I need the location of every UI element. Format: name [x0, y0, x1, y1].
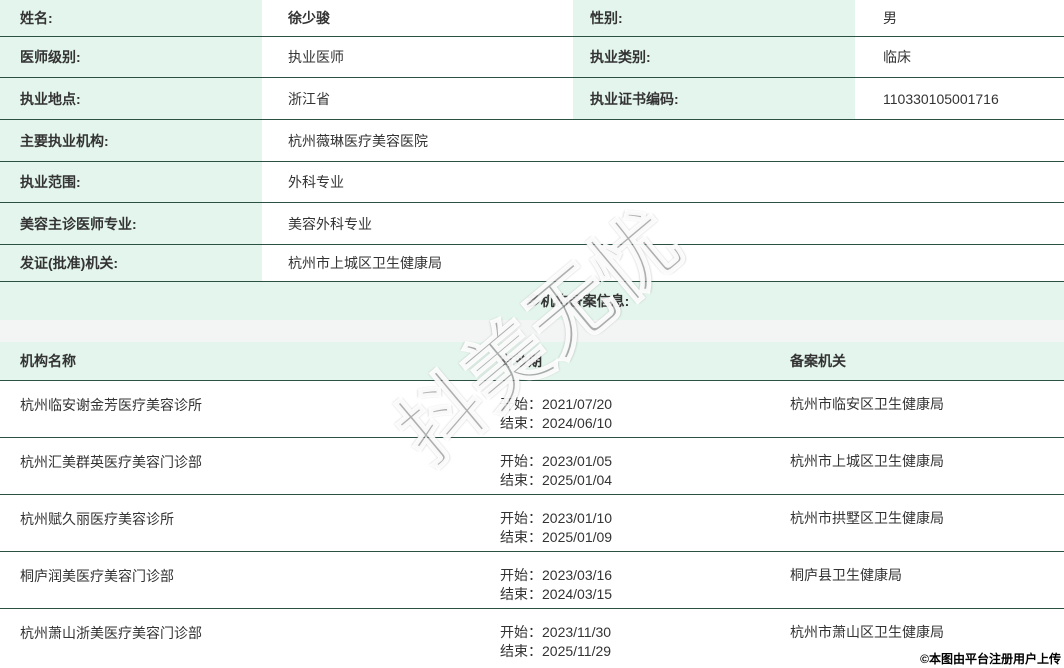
start-prefix: 开始：	[500, 510, 542, 526]
org-authority: 桐庐县卫生健康局	[790, 567, 902, 583]
org-authority: 杭州市拱墅区卫生健康局	[790, 510, 944, 526]
org-validity-end: 结束：2024/06/10	[500, 414, 790, 433]
start-date: 2023/01/10	[542, 510, 613, 526]
org-name: 桐庐润美医疗美容门诊部	[20, 568, 174, 584]
end-prefix: 结束：	[500, 586, 542, 602]
end-prefix: 结束：	[500, 529, 542, 545]
info-row-location-certno: 执业地点: 浙江省 执业证书编码: 110330105001716	[0, 78, 1064, 120]
practice-scope-value: 外科专业	[262, 162, 1064, 202]
info-row-practice-scope: 执业范围: 外科专业	[0, 162, 1064, 203]
practice-scope-label: 执业范围:	[0, 162, 262, 202]
org-name: 杭州赋久丽医疗美容诊所	[20, 511, 174, 527]
info-row-issuing-authority: 发证(批准)机关: 杭州市上城区卫生健康局	[0, 245, 1064, 282]
org-validity-start: 开始：2023/01/05	[500, 452, 790, 471]
issuing-authority-label: 发证(批准)机关:	[0, 245, 262, 281]
org-validity: 开始：2023/01/05 结束：2025/01/04	[500, 452, 790, 494]
end-date: 2024/06/10	[542, 415, 613, 431]
org-col-authority-header: 备案机关	[790, 353, 846, 369]
org-validity: 开始：2021/07/20 结束：2024/06/10	[500, 395, 790, 437]
org-validity-start: 开始：2021/07/20	[500, 395, 790, 414]
doctor-level-label: 医师级别:	[0, 37, 262, 77]
start-prefix: 开始：	[500, 396, 542, 412]
end-prefix: 结束：	[500, 472, 542, 488]
org-validity: 开始：2023/01/10 结束：2025/01/09	[500, 509, 790, 551]
org-validity: 开始：2023/11/30 结束：2025/11/29	[500, 623, 790, 666]
start-date: 2021/07/20	[542, 396, 613, 412]
doctor-level-value: 执业医师	[262, 37, 573, 77]
info-row-name-gender: 姓名: 徐少骏 性别: 男	[0, 0, 1064, 37]
certificate-no-value: 110330105001716	[855, 78, 1064, 119]
cosmetic-specialty-label: 美容主诊医师专业:	[0, 203, 262, 244]
start-prefix: 开始：	[500, 624, 542, 640]
end-prefix: 结束：	[500, 415, 542, 431]
end-date: 2025/11/29	[542, 643, 612, 659]
name-label: 姓名:	[0, 0, 262, 36]
end-prefix: 结束：	[500, 643, 542, 659]
org-validity-end: 结束：2025/01/04	[500, 471, 790, 490]
org-name: 杭州汇美群英医疗美容门诊部	[20, 454, 202, 470]
org-record-row: 杭州萧山浙美医疗美容门诊部 开始：2023/11/30 结束：2025/11/2…	[0, 609, 1064, 666]
start-date: 2023/01/05	[542, 453, 613, 469]
org-authority: 杭州市上城区卫生健康局	[790, 453, 944, 469]
end-date: 2024/03/15	[542, 586, 613, 602]
copyright-stamp: ©本图由平台注册用户上传	[920, 652, 1061, 666]
end-date: 2025/01/09	[542, 529, 613, 545]
org-col-name-header: 机构名称	[20, 353, 76, 369]
org-validity: 开始：2023/03/16 结束：2024/03/15	[500, 566, 790, 608]
org-validity-start: 开始：2023/03/16	[500, 566, 790, 585]
start-prefix: 开始：	[500, 567, 542, 583]
org-validity-end: 结束：2024/03/15	[500, 585, 790, 604]
info-row-level-category: 医师级别: 执业医师 执业类别: 临床	[0, 37, 1064, 78]
org-record-row: 杭州赋久丽医疗美容诊所 开始：2023/01/10 结束：2025/01/09 …	[0, 495, 1064, 552]
org-validity-start: 开始：2023/01/10	[500, 509, 790, 528]
org-record-row: 桐庐润美医疗美容门诊部 开始：2023/03/16 结束：2024/03/15 …	[0, 552, 1064, 609]
start-prefix: 开始：	[500, 453, 542, 469]
info-row-main-institution: 主要执业机构: 杭州薇琳医疗美容医院	[0, 120, 1064, 162]
start-date: 2023/03/16	[542, 567, 613, 583]
org-authority: 杭州市萧山区卫生健康局	[790, 624, 944, 640]
info-row-cosmetic-specialty: 美容主诊医师专业: 美容外科专业	[0, 203, 1064, 245]
practice-location-value: 浙江省	[262, 78, 573, 119]
cosmetic-specialty-value: 美容外科专业	[262, 203, 1064, 244]
org-record-row: 杭州汇美群英医疗美容门诊部 开始：2023/01/05 结束：2025/01/0…	[0, 438, 1064, 495]
org-record-row: 杭州临安谢金芳医疗美容诊所 开始：2021/07/20 结束：2024/06/1…	[0, 381, 1064, 438]
org-validity-start: 开始：2023/11/30	[500, 623, 790, 642]
section-gap	[0, 320, 1064, 342]
practice-location-label: 执业地点:	[0, 78, 262, 119]
org-validity-end: 结束：2025/01/09	[500, 528, 790, 547]
start-date: 2023/11/30	[542, 624, 612, 640]
org-col-validity-header: 有效期	[500, 353, 542, 369]
name-value: 徐少骏	[262, 0, 573, 36]
gender-value: 男	[855, 0, 1064, 36]
main-institution-value: 杭州薇琳医疗美容医院	[262, 120, 1064, 161]
org-name: 杭州萧山浙美医疗美容门诊部	[20, 625, 202, 641]
issuing-authority-value: 杭州市上城区卫生健康局	[262, 245, 1064, 281]
gender-label: 性别:	[573, 0, 855, 36]
practice-category-value: 临床	[855, 37, 1064, 77]
org-name: 杭州临安谢金芳医疗美容诊所	[20, 397, 202, 413]
practice-category-label: 执业类别:	[573, 37, 855, 77]
org-validity-end: 结束：2025/11/29	[500, 642, 790, 661]
org-table-header: 机构名称 有效期 备案机关	[0, 342, 1064, 381]
certificate-no-label: 执业证书编码:	[573, 78, 855, 119]
multi-org-section-title: 多机构备案信息:	[0, 282, 1064, 320]
main-institution-label: 主要执业机构:	[0, 120, 262, 161]
org-authority: 杭州市临安区卫生健康局	[790, 396, 944, 412]
end-date: 2025/01/04	[542, 472, 613, 488]
